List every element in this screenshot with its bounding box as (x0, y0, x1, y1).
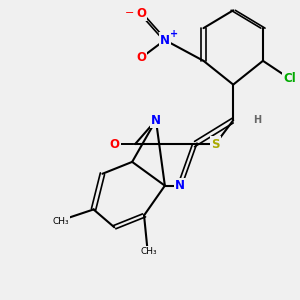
Text: N: N (160, 34, 170, 46)
Text: S: S (211, 138, 220, 151)
Text: N: N (175, 179, 185, 192)
Text: −: − (124, 8, 134, 18)
Text: H: H (253, 115, 261, 125)
Text: O: O (136, 7, 146, 20)
Text: CH₃: CH₃ (52, 217, 69, 226)
Text: Cl: Cl (283, 72, 296, 85)
Text: +: + (170, 29, 178, 39)
Text: O: O (136, 51, 146, 64)
Text: N: N (151, 114, 161, 127)
Text: O: O (109, 138, 119, 151)
Text: CH₃: CH₃ (140, 247, 157, 256)
